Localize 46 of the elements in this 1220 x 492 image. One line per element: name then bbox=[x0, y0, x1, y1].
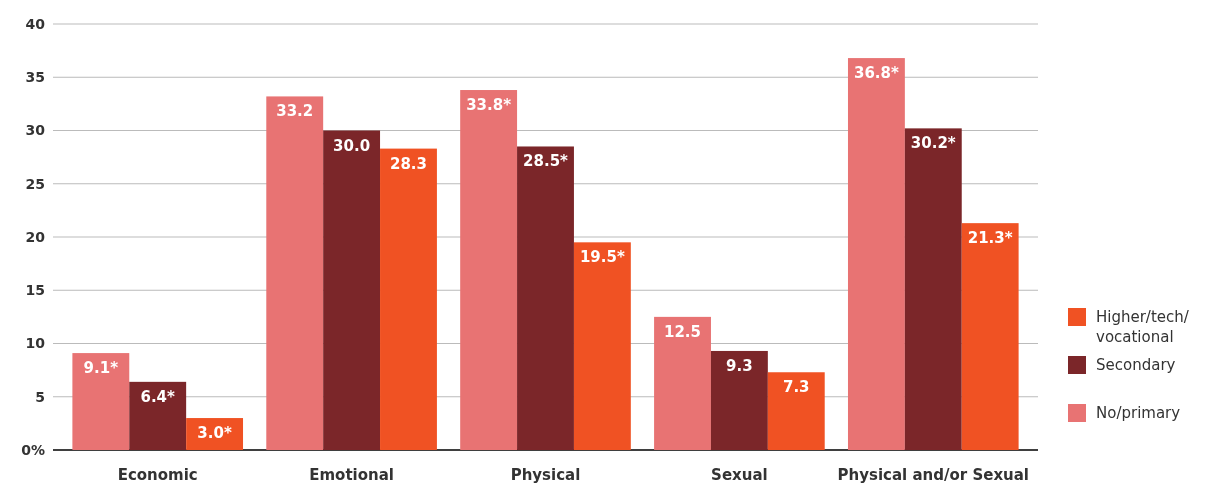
y-tick-label: 10 bbox=[25, 335, 46, 352]
data-label: 28.5* bbox=[523, 152, 569, 171]
data-label: 12.5 bbox=[664, 322, 702, 341]
x-tick-label: Physical and/or Sexual bbox=[837, 466, 1030, 484]
data-label: 33.8* bbox=[466, 96, 512, 115]
y-tick-label: 5 bbox=[35, 388, 45, 405]
x-tick-label: Emotional bbox=[309, 466, 394, 484]
bar bbox=[323, 130, 381, 450]
y-tick-label: 35 bbox=[25, 69, 45, 86]
data-label: 9.3 bbox=[726, 356, 753, 375]
legend-label: Secondary bbox=[1096, 356, 1176, 374]
data-label: 19.5* bbox=[579, 248, 625, 267]
y-tick-label: 30 bbox=[25, 122, 46, 139]
bar bbox=[266, 96, 324, 450]
bar bbox=[847, 58, 905, 450]
data-label: 30.2* bbox=[910, 134, 956, 153]
data-label: 36.8* bbox=[853, 64, 899, 83]
bar bbox=[517, 146, 574, 450]
data-label: 6.4* bbox=[140, 387, 176, 406]
data-label: 3.0* bbox=[197, 424, 232, 443]
data-label: 33.2 bbox=[276, 102, 314, 121]
data-label: 7.3 bbox=[782, 378, 810, 397]
bar bbox=[767, 372, 825, 450]
x-tick-label: Economic bbox=[117, 466, 198, 484]
y-tick-label: 40 bbox=[25, 15, 46, 32]
data-label: 30.0 bbox=[333, 136, 371, 155]
y-tick-label: 20 bbox=[25, 228, 46, 245]
y-tick-label: 15 bbox=[25, 282, 45, 299]
data-label: 9.1* bbox=[83, 359, 119, 378]
bar bbox=[710, 350, 768, 450]
data-label: 28.3 bbox=[389, 154, 427, 173]
bar bbox=[129, 381, 187, 450]
legend-label: No/primary bbox=[1096, 404, 1181, 422]
bar bbox=[961, 223, 1019, 450]
bar bbox=[72, 353, 130, 450]
x-tick-label: Sexual bbox=[711, 466, 768, 484]
x-tick-label: Physical bbox=[510, 466, 581, 484]
bar bbox=[654, 316, 711, 450]
data-label: 21.3* bbox=[967, 229, 1013, 248]
legend-label: Higher/tech/ vocational bbox=[1096, 308, 1190, 346]
bar bbox=[460, 90, 518, 450]
bar bbox=[573, 242, 631, 450]
y-tick-label: 0% bbox=[21, 441, 45, 458]
y-tick-label: 25 bbox=[25, 175, 45, 192]
bar bbox=[904, 128, 962, 450]
bar bbox=[380, 148, 437, 450]
